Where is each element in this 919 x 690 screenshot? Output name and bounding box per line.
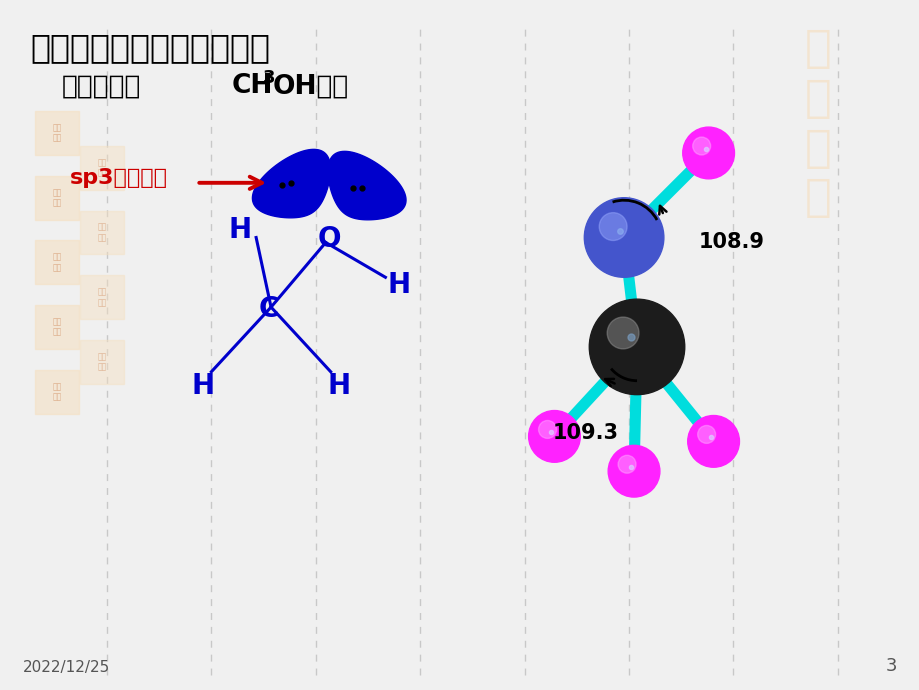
- Circle shape: [607, 445, 659, 497]
- Text: H: H: [229, 215, 252, 244]
- Bar: [80, 210, 124, 255]
- Text: 吉祥
花居: 吉祥 花居: [97, 288, 107, 307]
- Circle shape: [538, 420, 556, 438]
- Bar: [80, 146, 124, 190]
- Text: H: H: [387, 271, 411, 299]
- Circle shape: [618, 455, 635, 473]
- Circle shape: [692, 137, 709, 155]
- Text: O: O: [318, 224, 341, 253]
- Bar: [35, 305, 79, 349]
- Text: 吉祥
花居: 吉祥 花居: [97, 352, 107, 371]
- Text: 3: 3: [263, 70, 276, 88]
- Text: 一、醇的结构、分类和命名: 一、醇的结构、分类和命名: [30, 32, 270, 65]
- Circle shape: [697, 426, 715, 444]
- Text: 吉祥
花居: 吉祥 花居: [52, 188, 62, 208]
- Bar: [35, 111, 79, 155]
- Text: 吉
祥
花
居: 吉 祥 花 居: [804, 27, 831, 219]
- Bar: [80, 340, 124, 384]
- Polygon shape: [327, 151, 405, 220]
- Circle shape: [528, 411, 580, 462]
- Text: H: H: [327, 372, 350, 400]
- Text: （一）结构: （一）结构: [62, 73, 142, 99]
- Bar: [35, 176, 79, 219]
- Text: OH为例: OH为例: [273, 73, 349, 99]
- Circle shape: [682, 127, 733, 179]
- Circle shape: [589, 299, 684, 395]
- Polygon shape: [252, 149, 330, 218]
- Bar: [80, 275, 124, 319]
- Circle shape: [687, 415, 739, 467]
- Text: C: C: [258, 295, 279, 323]
- Text: 3: 3: [885, 657, 897, 675]
- Bar: [35, 241, 79, 284]
- Text: 吉祥
花居: 吉祥 花居: [97, 158, 107, 177]
- Text: 108.9: 108.9: [698, 233, 764, 253]
- Text: 吉祥
花居: 吉祥 花居: [52, 382, 62, 402]
- Text: 吉祥
花居: 吉祥 花居: [52, 317, 62, 337]
- Text: H: H: [192, 372, 215, 400]
- Circle shape: [598, 213, 627, 241]
- Text: 109.3: 109.3: [552, 424, 618, 444]
- Text: sp3杂化轨道: sp3杂化轨道: [70, 168, 168, 188]
- Bar: [35, 370, 79, 413]
- Text: 吉祥
花居: 吉祥 花居: [97, 223, 107, 242]
- Text: 吉祥
花居: 吉祥 花居: [52, 253, 62, 272]
- Text: CH: CH: [231, 73, 272, 99]
- Text: 2022/12/25: 2022/12/25: [22, 660, 109, 675]
- Circle shape: [607, 317, 639, 349]
- Circle shape: [584, 198, 664, 277]
- Text: 吉祥
花居: 吉祥 花居: [52, 124, 62, 143]
